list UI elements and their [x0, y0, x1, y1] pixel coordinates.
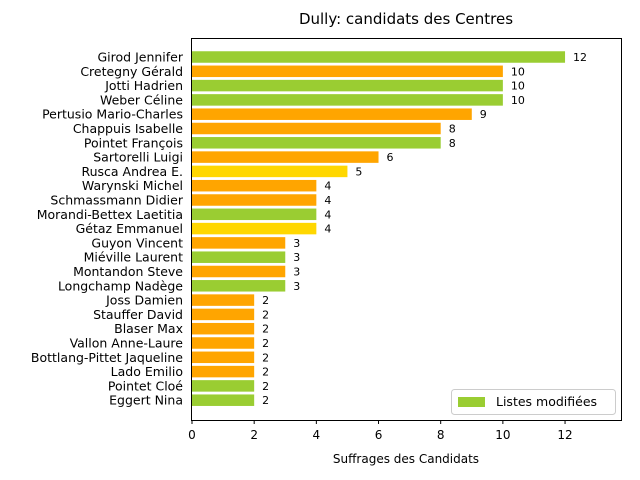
category-label: Cretegny Gérald — [80, 64, 183, 79]
category-label: Eggert Nina — [109, 393, 183, 408]
bar — [192, 380, 255, 392]
category-label: Vallon Anne-Laure — [70, 336, 184, 351]
category-label: Lado Emilio — [111, 364, 183, 379]
bar — [192, 108, 472, 120]
value-label: 2 — [262, 351, 269, 364]
category-label: Weber Céline — [100, 92, 183, 107]
bar — [192, 280, 286, 292]
value-label: 9 — [480, 108, 487, 121]
value-label: 6 — [387, 151, 394, 164]
x-tick-label: 0 — [188, 428, 196, 442]
bar — [192, 308, 255, 321]
category-label: Bottlang-Pittet Jaqueline — [31, 350, 183, 365]
value-label: 12 — [573, 51, 587, 64]
bar — [192, 51, 566, 63]
category-label: Montandon Steve — [73, 264, 183, 279]
bar — [192, 322, 255, 335]
legend-swatch — [458, 397, 485, 407]
value-label: 2 — [262, 323, 269, 336]
category-label: Sartorelli Luigi — [93, 150, 183, 165]
bar — [192, 265, 286, 278]
value-label: 2 — [262, 394, 269, 407]
x-tick-label: 10 — [495, 428, 510, 442]
category-label: Girod Jennifer — [97, 50, 183, 65]
category-label: Pertusio Mario-Charles — [42, 107, 183, 122]
category-label: Stauffer David — [93, 307, 183, 322]
category-label: Blaser Max — [114, 321, 183, 336]
category-label: Longchamp Nadège — [58, 278, 183, 293]
bar — [192, 122, 441, 135]
category-label: Morandi-Bettex Laetitia — [37, 207, 183, 222]
bar — [192, 365, 255, 378]
category-label: Warynski Michel — [82, 178, 183, 193]
category-label: Pointet Cloé — [108, 378, 183, 393]
value-label: 3 — [293, 237, 300, 250]
value-label: 5 — [355, 165, 362, 178]
x-axis-label: Suffrages des Candidats — [333, 452, 479, 466]
value-label: 3 — [293, 280, 300, 293]
plot-frame — [191, 38, 622, 421]
x-ticks-group: 0 2 4 6 8 10 12 — [188, 420, 573, 442]
value-label: 10 — [511, 80, 525, 93]
x-tick-label: 4 — [313, 428, 321, 442]
category-label: Jotti Hadrien — [104, 78, 183, 93]
x-tick-label: 6 — [375, 428, 383, 442]
bar — [192, 165, 348, 178]
value-label: 4 — [324, 180, 331, 193]
bar — [192, 179, 317, 192]
category-label: Guyon Vincent — [91, 235, 183, 250]
chart-title: Dully: candidats des Centres — [299, 10, 513, 28]
value-label: 4 — [324, 223, 331, 236]
bar — [192, 237, 286, 249]
bar — [192, 65, 503, 78]
legend-label: Listes modifiées — [496, 394, 597, 409]
legend: Listes modifiées — [451, 389, 616, 415]
category-label: Schmassmann Didier — [50, 193, 183, 208]
bar — [192, 79, 503, 92]
bar — [192, 137, 441, 149]
value-label: 2 — [262, 380, 269, 393]
bar — [192, 337, 255, 349]
value-label: 3 — [293, 251, 300, 264]
value-label: 2 — [262, 294, 269, 307]
bars-group — [192, 51, 566, 406]
x-tick-label: 2 — [250, 428, 258, 442]
value-label: 10 — [511, 65, 525, 78]
bar — [192, 394, 255, 406]
bar — [192, 194, 317, 206]
bar — [192, 251, 286, 263]
bar — [192, 208, 317, 221]
value-label: 10 — [511, 94, 525, 107]
value-label: 4 — [324, 194, 331, 207]
value-label: 2 — [262, 337, 269, 350]
value-label: 8 — [449, 123, 456, 136]
value-label: 2 — [262, 308, 269, 321]
bar — [192, 222, 317, 235]
category-label: Rusca Andrea E. — [81, 164, 183, 179]
value-label: 3 — [293, 266, 300, 279]
category-label: Gétaz Emmanuel — [76, 221, 183, 236]
x-tick-label: 8 — [437, 428, 445, 442]
value-label: 2 — [262, 366, 269, 379]
category-label: Joss Damien — [105, 293, 183, 308]
category-label: Pointet François — [84, 135, 183, 150]
value-label: 8 — [449, 137, 456, 150]
value-label: 4 — [324, 208, 331, 221]
bar — [192, 151, 379, 163]
legend-box — [451, 389, 616, 415]
category-label: Miéville Laurent — [84, 250, 183, 265]
x-tick-label: 12 — [557, 428, 572, 442]
bar — [192, 351, 255, 364]
bar — [192, 294, 255, 306]
bar — [192, 94, 503, 106]
category-label: Chappuis Isabelle — [73, 121, 183, 136]
